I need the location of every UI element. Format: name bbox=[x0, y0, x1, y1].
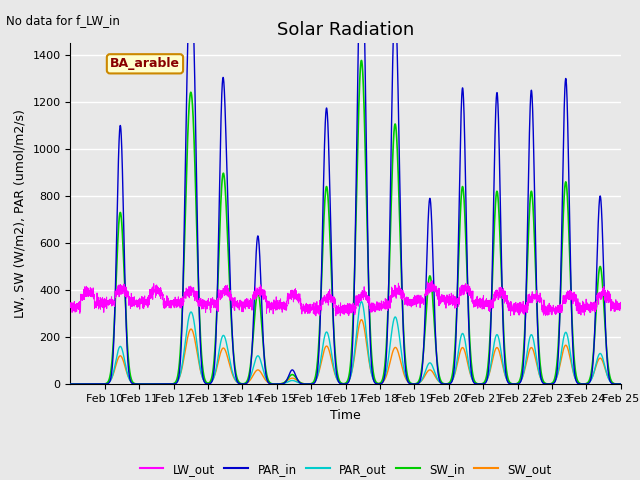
Legend: LW_out, PAR_in, PAR_out, SW_in, SW_out: LW_out, PAR_in, PAR_out, SW_in, SW_out bbox=[135, 458, 556, 480]
Text: BA_arable: BA_arable bbox=[110, 57, 180, 70]
Title: Solar Radiation: Solar Radiation bbox=[277, 21, 414, 39]
Y-axis label: LW, SW (W/m2), PAR (umol/m2/s): LW, SW (W/m2), PAR (umol/m2/s) bbox=[14, 109, 27, 318]
Text: No data for f_LW_in: No data for f_LW_in bbox=[6, 14, 120, 27]
X-axis label: Time: Time bbox=[330, 409, 361, 422]
